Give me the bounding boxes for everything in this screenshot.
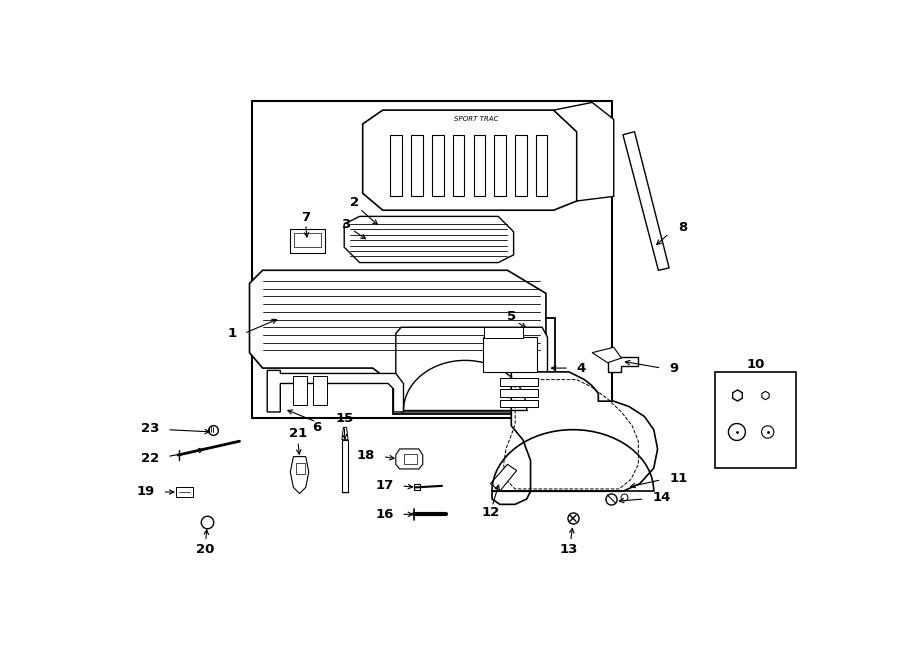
Text: 15: 15 xyxy=(335,412,354,424)
Text: SPORT TRAC: SPORT TRAC xyxy=(454,116,499,122)
Text: 20: 20 xyxy=(196,543,215,555)
Text: 16: 16 xyxy=(375,508,393,521)
Polygon shape xyxy=(363,110,577,210)
Text: 5: 5 xyxy=(507,310,516,323)
Polygon shape xyxy=(608,356,638,372)
Bar xyxy=(342,440,348,492)
Bar xyxy=(391,135,402,196)
Polygon shape xyxy=(592,347,621,363)
Polygon shape xyxy=(396,449,423,469)
Text: 12: 12 xyxy=(482,506,500,520)
Text: 13: 13 xyxy=(560,543,578,555)
Polygon shape xyxy=(492,372,658,504)
Bar xyxy=(313,375,328,405)
Text: 8: 8 xyxy=(679,221,688,233)
Text: 7: 7 xyxy=(302,212,310,225)
Bar xyxy=(252,101,612,418)
Bar xyxy=(500,378,538,386)
Polygon shape xyxy=(342,428,348,440)
Text: 21: 21 xyxy=(289,427,307,440)
Bar xyxy=(403,454,418,463)
Bar xyxy=(500,389,538,397)
Bar xyxy=(294,233,321,247)
Text: 10: 10 xyxy=(746,358,765,371)
Bar xyxy=(536,135,547,196)
Polygon shape xyxy=(249,270,546,379)
Text: 19: 19 xyxy=(137,485,155,498)
Bar xyxy=(296,463,305,475)
Text: 18: 18 xyxy=(356,449,375,461)
Polygon shape xyxy=(554,102,614,201)
Bar xyxy=(515,135,526,196)
Bar xyxy=(453,135,464,196)
Text: 22: 22 xyxy=(141,451,159,465)
Bar xyxy=(291,229,325,253)
Bar xyxy=(393,318,555,414)
Text: 1: 1 xyxy=(228,327,237,340)
Bar xyxy=(432,135,444,196)
Polygon shape xyxy=(491,464,517,491)
Polygon shape xyxy=(623,132,669,270)
Bar xyxy=(293,375,307,405)
Text: 14: 14 xyxy=(652,491,670,504)
Bar xyxy=(411,135,423,196)
Bar xyxy=(500,400,538,407)
Polygon shape xyxy=(396,327,547,412)
Bar xyxy=(494,135,506,196)
Polygon shape xyxy=(267,370,403,412)
Text: 2: 2 xyxy=(350,196,360,209)
Text: 6: 6 xyxy=(312,421,321,434)
Bar xyxy=(716,372,796,468)
Polygon shape xyxy=(291,457,309,494)
Polygon shape xyxy=(484,327,523,338)
Bar xyxy=(482,337,536,372)
Polygon shape xyxy=(344,216,514,262)
Text: 23: 23 xyxy=(141,422,159,435)
Bar xyxy=(473,135,485,196)
Text: 11: 11 xyxy=(669,472,688,485)
Text: 17: 17 xyxy=(375,479,393,492)
Text: 4: 4 xyxy=(577,362,586,375)
Text: 3: 3 xyxy=(341,217,350,231)
Text: 9: 9 xyxy=(669,362,679,375)
Polygon shape xyxy=(176,487,194,496)
